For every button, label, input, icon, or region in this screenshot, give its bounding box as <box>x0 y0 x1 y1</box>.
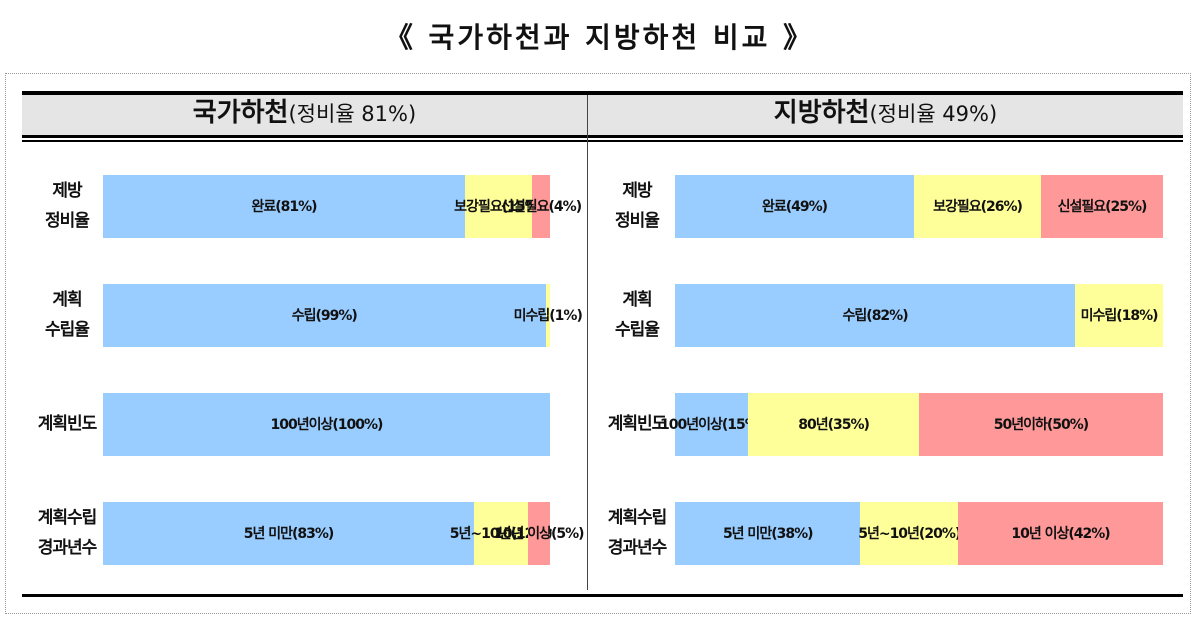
bar-segment: 완료(49%) <box>675 175 915 238</box>
bar-segment: 5년~10년(20%) <box>858 502 961 565</box>
row-label: 계획 수립율 <box>45 290 90 340</box>
bar-segment: 10년 이상 (5%) <box>494 502 585 565</box>
page-title: 《 국가하천과 지방하천 비교 》 <box>384 21 815 54</box>
header-local-rate: (정비율 49%) <box>869 102 998 126</box>
stacked-bar: 완료(49%) 보강필요(26%) 신설필요(25%) <box>675 175 1163 238</box>
bar-segment: 100년이상 (15%) <box>660 393 764 456</box>
bar-segment: 5년 미만(83%) <box>103 502 474 565</box>
row-label: 제방 정비율 <box>45 181 90 231</box>
bar-segment: 80년(35%) <box>748 393 919 456</box>
stacked-bar: 완료(81%) 보강 필요(15%) 신설 필요(4%) <box>103 175 582 238</box>
row-label: 계획빈도 <box>37 414 98 434</box>
bar-segment: 5년 미만(38%) <box>675 502 861 565</box>
row-label: 계획수립 경과년수 <box>37 508 98 558</box>
stacked-bar: 100년이상 (15%) 80년(35%) 50년이하(50%) <box>660 393 1163 456</box>
bar-segment: 50년이하(50%) <box>918 393 1163 456</box>
comparison-table: 국가하천(정비율 81%) 지방하천(정비율 49%) 제방 정비율 완료(81%)… <box>22 91 1183 597</box>
stacked-bar: 수립(82%) 미수립(18%) <box>675 284 1163 347</box>
table-header <box>22 91 1183 135</box>
bar-segment: 신설 필요(4%) <box>501 175 582 238</box>
bar-segment: 수립(82%) <box>675 284 1076 347</box>
bar-segment: 미수립(1%) <box>514 284 583 347</box>
bar-segment: 신설필요(25%) <box>1040 175 1163 238</box>
bar-segment: 10년 이상(42%) <box>958 502 1163 565</box>
column-divider <box>587 95 588 590</box>
row-label: 계획 수립율 <box>615 290 660 340</box>
bottom-rule <box>22 594 1183 597</box>
bar-segment: 수립(99%) <box>103 284 546 347</box>
header-rule <box>22 135 1183 138</box>
bar-segment: 보강 필요(15%) <box>454 175 544 238</box>
header-national: 국가하천(정비율 81%) <box>22 95 587 131</box>
stacked-bar: 5년 미만(83%)5년~10년(12%)10년 이상(5%) <box>103 502 585 565</box>
stacked-bar: 수립(99%) 미수립(1%) <box>103 284 583 347</box>
row-label: 계획수립 경과년수 <box>607 508 668 558</box>
bar-segment: 완료(81%) <box>103 175 466 238</box>
header-national-title: 국가하천 <box>192 98 289 128</box>
stacked-bar: 100년이상(100%) <box>103 393 550 456</box>
header-national-rate: (정비율 81%) <box>288 102 417 126</box>
header-rule-double <box>22 140 1183 142</box>
bar-segment: 100년이상(100%) <box>103 393 550 456</box>
bar-segment: 미수립(18%) <box>1075 284 1163 347</box>
header-local-title: 지방하천 <box>773 98 870 128</box>
header-local: 지방하천(정비율 49%) <box>588 95 1183 131</box>
row-label: 계획빈도 <box>607 414 668 434</box>
row-label: 제방 정비율 <box>615 181 660 231</box>
bar-segment: 보강필요(26%) <box>914 175 1041 238</box>
stacked-bar: 5년 미만(38%) 5년~10년(20%) 10년 이상(42%) <box>675 502 1163 565</box>
outer-frame <box>5 73 1191 614</box>
